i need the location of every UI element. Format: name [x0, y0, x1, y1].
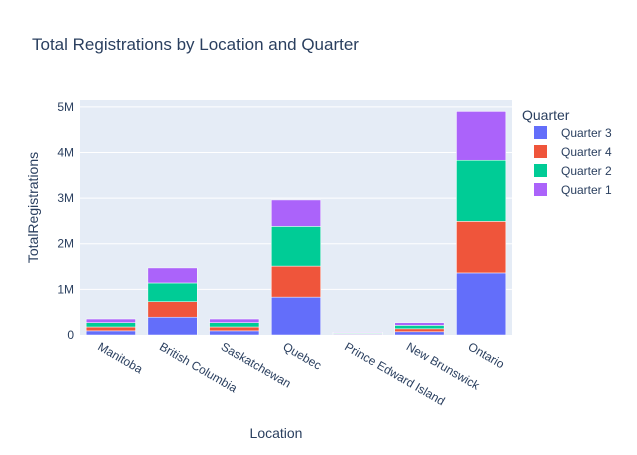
- bar-segment: [147, 316, 198, 336]
- legend-label: Quarter 4: [561, 145, 612, 159]
- legend-title: Quarter: [522, 107, 570, 123]
- y-tick-label: 5M: [57, 100, 74, 114]
- bars: [85, 111, 507, 336]
- legend-swatch: [534, 183, 547, 196]
- bar-segment: [394, 328, 445, 333]
- bar-segment: [85, 322, 136, 328]
- bar-segment: [85, 318, 136, 323]
- bar-segment: [271, 199, 321, 227]
- bar-segment: [209, 322, 260, 328]
- legend-swatch: [534, 145, 547, 158]
- bar-segment: [394, 325, 445, 330]
- x-tick-label: Quebec: [281, 339, 324, 372]
- legend: Quarter Quarter 3 Quarter 4 Quarter 2 Quart…: [522, 107, 612, 197]
- bar-segment: [209, 330, 260, 336]
- bar-segment: [456, 159, 507, 222]
- bar-segment: [209, 326, 260, 332]
- bar-segment: [332, 332, 383, 334]
- bar-segment: [394, 331, 445, 336]
- legend-swatch: [534, 126, 547, 139]
- bar-segment: [271, 296, 321, 336]
- y-tick-label: 2M: [57, 237, 74, 251]
- bar-segment: [147, 282, 198, 302]
- x-tick-label: Ontario: [466, 339, 507, 371]
- bar-segment: [209, 318, 260, 323]
- x-axis-ticks: Manitoba British ColumbiaSaskatchewanQueb…: [95, 339, 507, 408]
- legend-label: Quarter 1: [561, 183, 612, 197]
- bar-segment: [147, 301, 198, 318]
- bar-segment: [85, 326, 136, 332]
- x-tick-label: Prince Edward Island: [342, 339, 447, 408]
- legend-label: Quarter 2: [561, 164, 612, 178]
- y-tick-label: 1M: [57, 282, 74, 296]
- bar-segment: [456, 221, 507, 274]
- y-tick-label: 4M: [57, 145, 74, 159]
- legend-label: Quarter 3: [561, 126, 612, 140]
- bar-segment: [147, 267, 198, 284]
- chart-title: Total Registrations by Location and Quar…: [32, 35, 359, 54]
- legend-swatch: [534, 164, 547, 177]
- bar-segment: [271, 265, 321, 298]
- y-axis-ticks: 0 1M 2M 3M 4M 5M: [57, 100, 74, 342]
- bar-segment: [394, 322, 445, 326]
- y-tick-label: 3M: [57, 191, 74, 205]
- x-axis-title: Location: [250, 425, 303, 441]
- y-tick-label: 0: [67, 328, 74, 342]
- y-axis-title: TotalRegistrations: [25, 152, 41, 263]
- bar-segment: [456, 111, 507, 161]
- bar-segment: [456, 272, 507, 336]
- bar-segment: [85, 330, 136, 336]
- bar-segment: [271, 226, 321, 267]
- x-tick-label: Manitoba: [95, 339, 145, 376]
